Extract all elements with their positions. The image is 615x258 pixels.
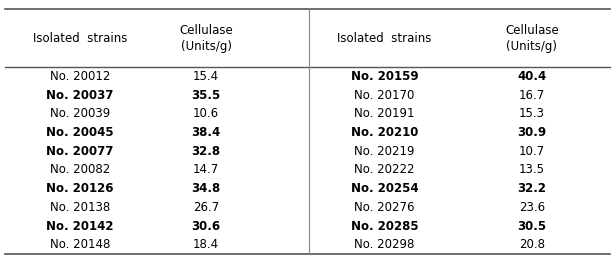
Text: 32.2: 32.2 [517,182,547,195]
Text: 13.5: 13.5 [519,164,545,176]
Text: 10.6: 10.6 [193,107,219,120]
Text: 35.5: 35.5 [191,89,221,102]
Text: Cellulase
(Units/g): Cellulase (Units/g) [179,23,233,53]
Text: No. 20126: No. 20126 [46,182,114,195]
Text: 26.7: 26.7 [193,201,219,214]
Text: 20.8: 20.8 [519,238,545,251]
Text: 18.4: 18.4 [193,238,219,251]
Text: 30.6: 30.6 [191,220,221,232]
Text: Isolated  strains: Isolated strains [33,31,127,45]
Text: No. 20138: No. 20138 [50,201,110,214]
Text: No. 20222: No. 20222 [354,164,415,176]
Text: 23.6: 23.6 [519,201,545,214]
Text: No. 20077: No. 20077 [46,145,114,158]
Text: 16.7: 16.7 [519,89,545,102]
Text: 10.7: 10.7 [519,145,545,158]
Text: No. 20219: No. 20219 [354,145,415,158]
Text: No. 20254: No. 20254 [351,182,418,195]
Text: No. 20276: No. 20276 [354,201,415,214]
Text: No. 20191: No. 20191 [354,107,415,120]
Text: 30.9: 30.9 [517,126,547,139]
Text: 30.5: 30.5 [517,220,547,232]
Text: No. 20012: No. 20012 [50,70,110,83]
Text: No. 20039: No. 20039 [50,107,110,120]
Text: No. 20082: No. 20082 [50,164,110,176]
Text: No. 20037: No. 20037 [46,89,114,102]
Text: No. 20285: No. 20285 [351,220,418,232]
Text: No. 20148: No. 20148 [50,238,110,251]
Text: Cellulase
(Units/g): Cellulase (Units/g) [505,23,559,53]
Text: No. 20210: No. 20210 [351,126,418,139]
Text: No. 20159: No. 20159 [351,70,418,83]
Text: 15.3: 15.3 [519,107,545,120]
Text: 32.8: 32.8 [191,145,221,158]
Text: 15.4: 15.4 [193,70,219,83]
Text: No. 20142: No. 20142 [46,220,114,232]
Text: 38.4: 38.4 [191,126,221,139]
Text: No. 20045: No. 20045 [46,126,114,139]
Text: No. 20170: No. 20170 [354,89,415,102]
Text: 40.4: 40.4 [517,70,547,83]
Text: No. 20298: No. 20298 [354,238,415,251]
Text: Isolated  strains: Isolated strains [337,31,432,45]
Text: 34.8: 34.8 [191,182,221,195]
Text: 14.7: 14.7 [193,164,219,176]
